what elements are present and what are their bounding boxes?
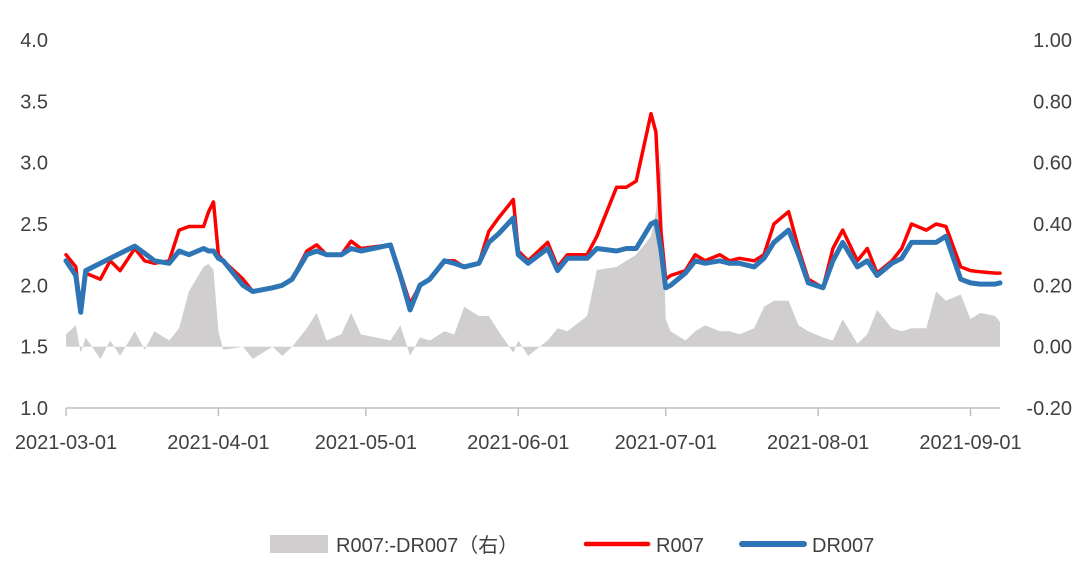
y-right-tick-label: 0.00 xyxy=(1033,337,1072,359)
y-right-tick-label: -0.20 xyxy=(1026,398,1072,420)
legend-label: R007 xyxy=(656,535,704,557)
legend-label: DR007 xyxy=(812,535,874,557)
x-tick-label: 2021-08-01 xyxy=(767,432,869,454)
legend-swatch-spread xyxy=(270,535,328,553)
legend: R007:-DR007（右） R007 DR007 xyxy=(270,534,874,557)
x-tick-label: 2021-07-01 xyxy=(615,432,717,454)
x-tick-label: 2021-03-01 xyxy=(15,432,117,454)
y-left-tick-label: 2.5 xyxy=(20,214,48,236)
series-area-spread xyxy=(66,159,1000,359)
y-left-tick-label: 1.5 xyxy=(20,337,48,359)
y-right-tick-label: 1.00 xyxy=(1033,30,1072,52)
series-line-dr007 xyxy=(63,215,1003,315)
y-left-tick-label: 3.0 xyxy=(20,153,48,175)
axis-layer xyxy=(65,407,1000,416)
area-layer xyxy=(66,159,1000,359)
y-left-tick-label: 1.0 xyxy=(20,398,48,420)
x-tick-label: 2021-04-01 xyxy=(167,432,269,454)
tick-label-layer: 2021-03-01 2021-04-01 2021-05-01 2021-06-01… xyxy=(15,30,1072,454)
y-right-tick-label: 0.60 xyxy=(1033,153,1072,175)
x-tick-label: 2021-09-01 xyxy=(919,432,1021,454)
y-right-tick-label: 0.40 xyxy=(1033,214,1072,236)
legend-label: R007:-DR007（右） xyxy=(336,534,518,557)
line-layer xyxy=(63,111,1003,315)
y-left-tick-label: 3.5 xyxy=(20,91,48,113)
y-left-tick-label: 4.0 xyxy=(20,30,48,52)
x-tick-label: 2021-05-01 xyxy=(315,432,417,454)
y-left-tick-label: 2.0 xyxy=(20,275,48,297)
y-right-tick-label: 0.80 xyxy=(1033,91,1072,113)
y-right-tick-label: 0.20 xyxy=(1033,275,1072,297)
x-tick-label: 2021-06-01 xyxy=(467,432,569,454)
